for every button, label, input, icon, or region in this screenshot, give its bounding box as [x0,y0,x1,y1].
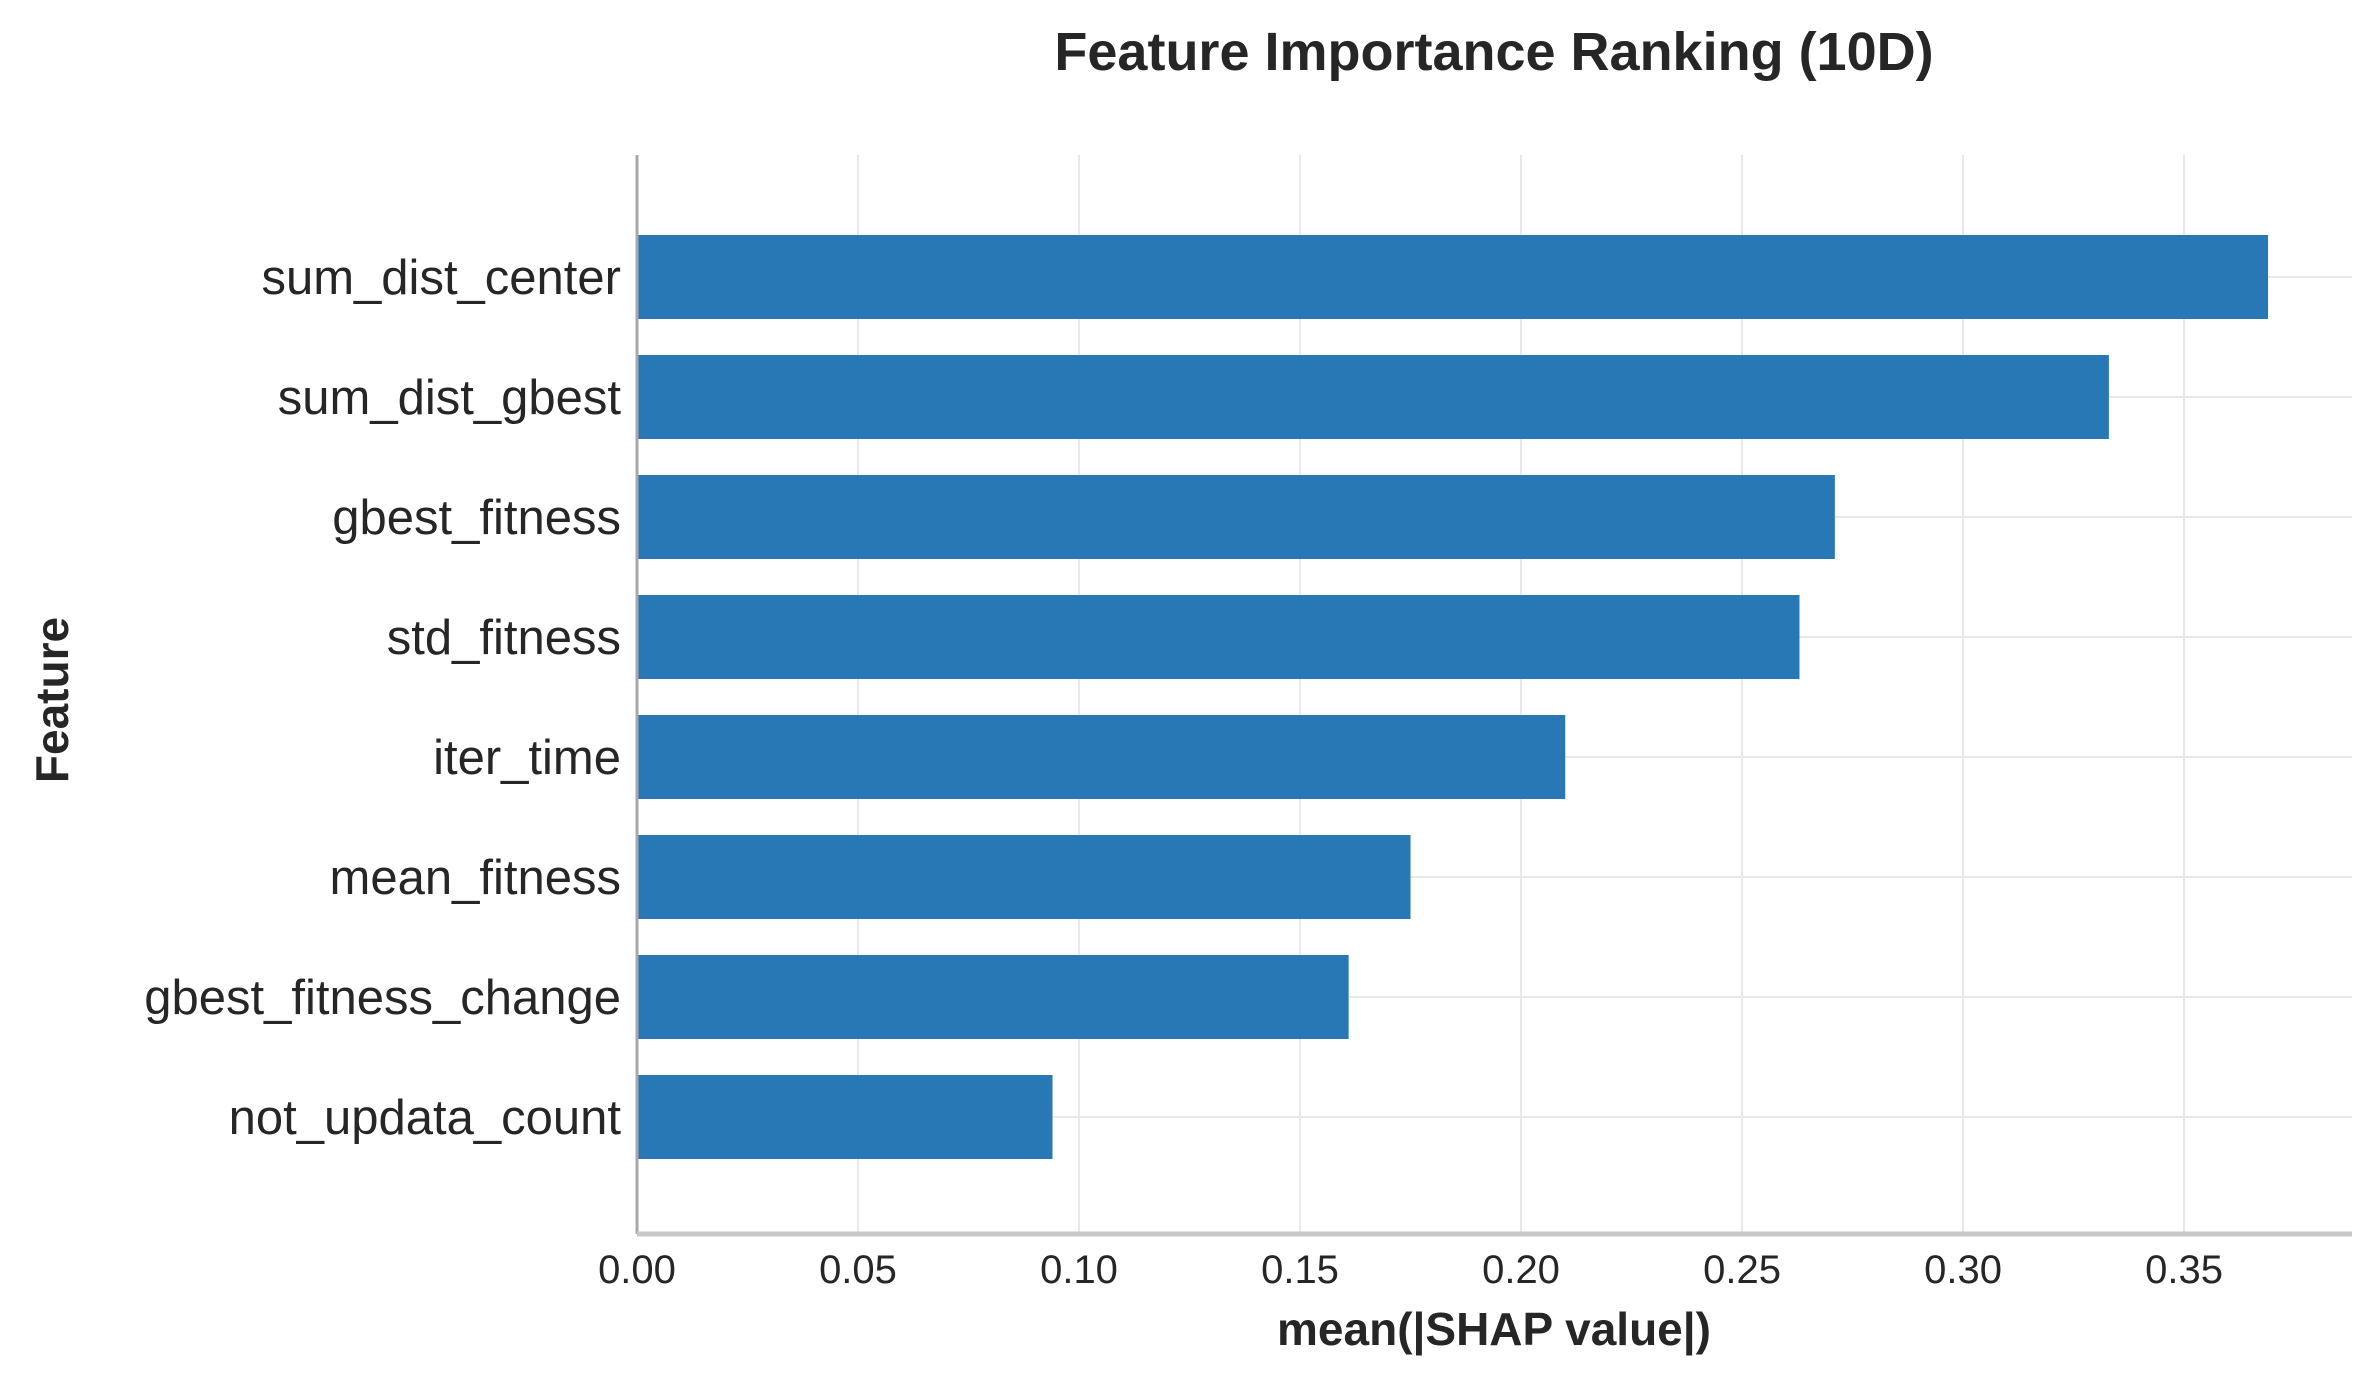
bar-iter-time [637,715,1566,799]
bar-gbest-fitness [637,475,1835,559]
y-tick-label: iter_time [433,731,621,785]
bar-std-fitness [637,595,1800,679]
y-tick-labels: sum_dist_center sum_dist_gbest gbest_fitne… [144,251,621,1145]
x-tick-label: 0.25 [1703,1248,1781,1292]
x-tick-labels: 0.00 0.05 0.10 0.15 0.20 0.25 0.30 0.35 [598,1248,2223,1292]
x-tick-label: 0.00 [598,1248,676,1292]
y-axis-title: Feature [26,617,78,783]
y-tick-label: gbest_fitness_change [144,971,621,1025]
bar-sum-dist-gbest [637,355,2109,439]
x-tick-label: 0.20 [1482,1248,1560,1292]
bar-not-updata-count [637,1075,1053,1159]
bar-mean-fitness [637,835,1411,919]
x-tick-label: 0.10 [1040,1248,1118,1292]
y-tick-label: sum_dist_center [261,251,621,305]
x-tick-label: 0.05 [819,1248,897,1292]
x-tick-label: 0.35 [2145,1248,2223,1292]
y-tick-label: std_fitness [387,611,621,665]
x-axis-title: mean(|SHAP value|) [1277,1303,1711,1355]
x-tick-label: 0.15 [1261,1248,1339,1292]
bar-sum-dist-center [637,235,2269,319]
y-tick-label: gbest_fitness [332,491,621,545]
x-tick-label: 0.30 [1924,1248,2002,1292]
y-tick-label: sum_dist_gbest [278,371,622,425]
chart-title: Feature Importance Ranking (10D) [1054,22,1933,82]
bar-gbest-fitness-change [637,955,1349,1039]
y-tick-label: not_updata_count [229,1091,622,1145]
y-tick-label: mean_fitness [330,851,621,905]
bars [637,235,2269,1159]
